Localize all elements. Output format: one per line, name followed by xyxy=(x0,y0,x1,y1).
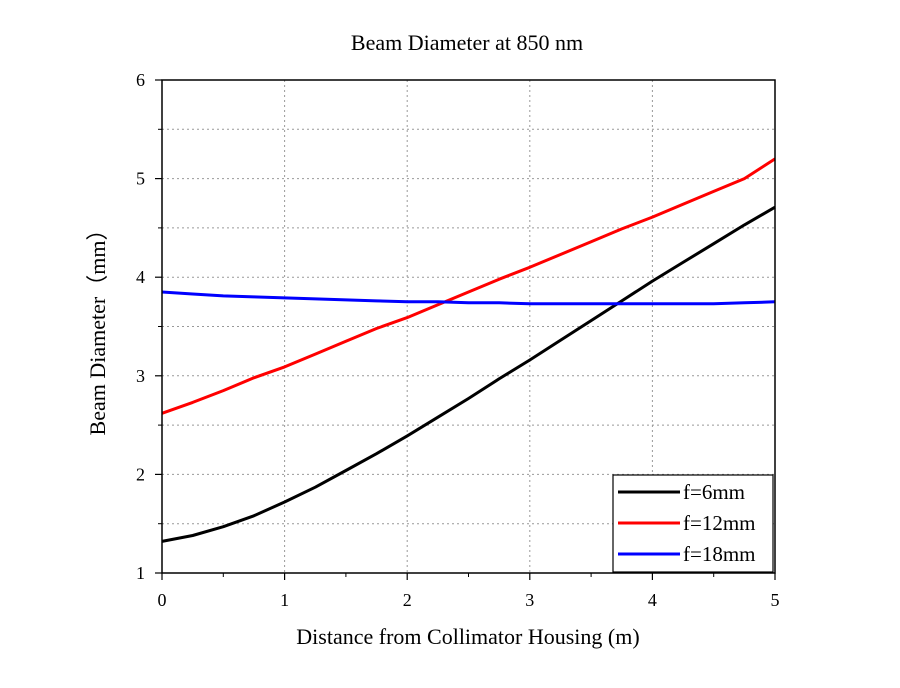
x-tick-label: 3 xyxy=(525,590,534,610)
series-line-f=6mm xyxy=(161,205,776,543)
legend: f=6mm f=12mm f=18mm xyxy=(612,474,774,573)
legend-label: f=18mm xyxy=(683,542,756,566)
y-axis-title: Beam Diameter（mm） xyxy=(85,219,110,436)
x-tick-label: 1 xyxy=(280,590,289,610)
x-tick-label: 4 xyxy=(648,590,657,610)
legend-label: f=6mm xyxy=(683,480,745,504)
y-tick-label: 1 xyxy=(136,563,145,583)
y-tick-label: 6 xyxy=(136,70,145,90)
x-tick-label: 5 xyxy=(771,590,780,610)
y-tick-label: 4 xyxy=(136,267,145,287)
series-lines xyxy=(161,157,776,543)
y-tick-label: 2 xyxy=(136,464,145,484)
chart-title: Beam Diameter at 850 nm xyxy=(351,30,583,55)
y-tick-label: 3 xyxy=(136,366,145,386)
x-tick-label: 2 xyxy=(403,590,412,610)
x-tick-label: 0 xyxy=(158,590,167,610)
legend-label: f=12mm xyxy=(683,511,756,535)
series-line-f=18mm xyxy=(161,290,776,306)
series-line-f=12mm xyxy=(161,157,776,415)
x-axis-title: Distance from Collimator Housing (m) xyxy=(296,624,639,649)
y-tick-label: 5 xyxy=(136,169,145,189)
